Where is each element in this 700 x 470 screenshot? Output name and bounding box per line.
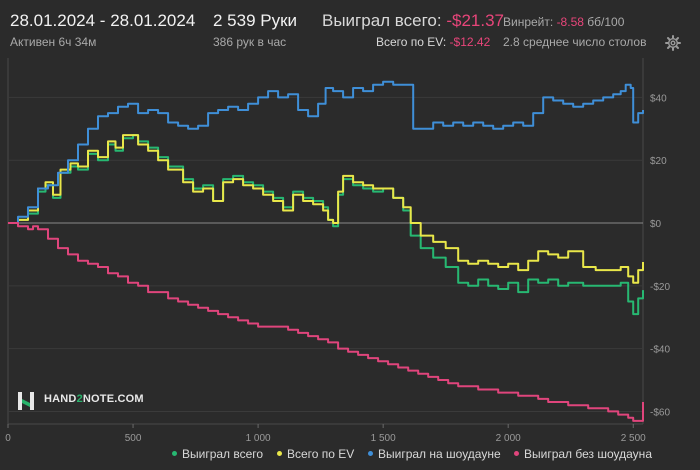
x-tick-label: 0	[5, 433, 11, 444]
hands-count: 2 539 Руки	[213, 11, 298, 30]
ev-total-value: -$12.42	[449, 35, 491, 49]
chart-ticks: $40 $20 $0 -$20 -$40 -$60 0 500 1 000 1 500 2 000 2…	[5, 93, 670, 444]
x-tick-label: 1 000	[246, 433, 271, 444]
legend-item[interactable]: Выиграл всего	[172, 447, 263, 461]
x-tick-label: 2 000	[496, 433, 521, 444]
hand2note-logo-text: HAND2NOTE.COM	[44, 393, 144, 405]
ev-total: Всего по EV: -$12.42	[376, 35, 490, 49]
gear-icon[interactable]	[665, 35, 681, 51]
chart-legend: Выиграл всего Всего по EV Выиграл на шоуда…	[0, 444, 700, 464]
winrate: Винрейт: -8.58 бб/100	[503, 15, 624, 29]
series-line-2	[8, 134, 644, 284]
y-tick-label: $20	[650, 156, 667, 167]
legend-label: Выиграл на шоудауне	[378, 447, 501, 461]
active-time: Активен 6ч 34м	[10, 35, 97, 49]
y-tick-label: $40	[650, 93, 667, 104]
x-tick-label: 1 500	[371, 433, 396, 444]
y-tick-label: $0	[650, 219, 662, 230]
date-range: 28.01.2024 - 28.01.2024	[10, 11, 196, 30]
series-line-3	[8, 80, 644, 224]
legend-dot	[172, 451, 177, 457]
chart-grid	[7, 58, 644, 428]
y-tick-label: -$40	[650, 345, 670, 356]
y-tick-label: -$20	[650, 282, 670, 293]
legend-item[interactable]: Выиграл на шоудауне	[368, 447, 501, 461]
legend-item[interactable]: Выиграл без шоудауна	[514, 447, 652, 461]
winrate-value: -8.58	[556, 15, 584, 29]
won-total-label: Выиграл всего:	[322, 11, 442, 30]
series-line-4	[8, 222, 644, 422]
y-tick-label: -$60	[650, 407, 670, 418]
winrate-label: Винрейт:	[503, 15, 554, 29]
series-line-1	[8, 134, 644, 316]
legend-item[interactable]: Всего по EV	[277, 447, 354, 461]
ev-total-label: Всего по EV:	[376, 35, 447, 49]
stats-header: 28.01.2024 - 28.01.2024 Активен 6ч 34м 2…	[0, 0, 700, 60]
won-total-value: -$21.37	[446, 11, 505, 30]
legend-dot	[514, 451, 519, 457]
won-total: Выиграл всего: -$21.37	[322, 11, 504, 31]
legend-label: Выиграл всего	[182, 447, 264, 461]
legend-label: Всего по EV	[287, 447, 355, 461]
legend-dot	[277, 451, 282, 457]
winrate-unit: бб/100	[587, 15, 625, 29]
x-tick-label: 500	[125, 433, 142, 444]
chart-series	[8, 80, 644, 422]
avg-tables: 2.8 среднее число столов	[503, 35, 647, 49]
hands-per-hour: 386 рук в час	[213, 35, 287, 49]
x-tick-label: 2 500	[621, 433, 646, 444]
hand2note-logo-icon	[18, 392, 34, 410]
legend-dot	[368, 451, 373, 457]
legend-label: Выиграл без шоудауна	[524, 447, 652, 461]
